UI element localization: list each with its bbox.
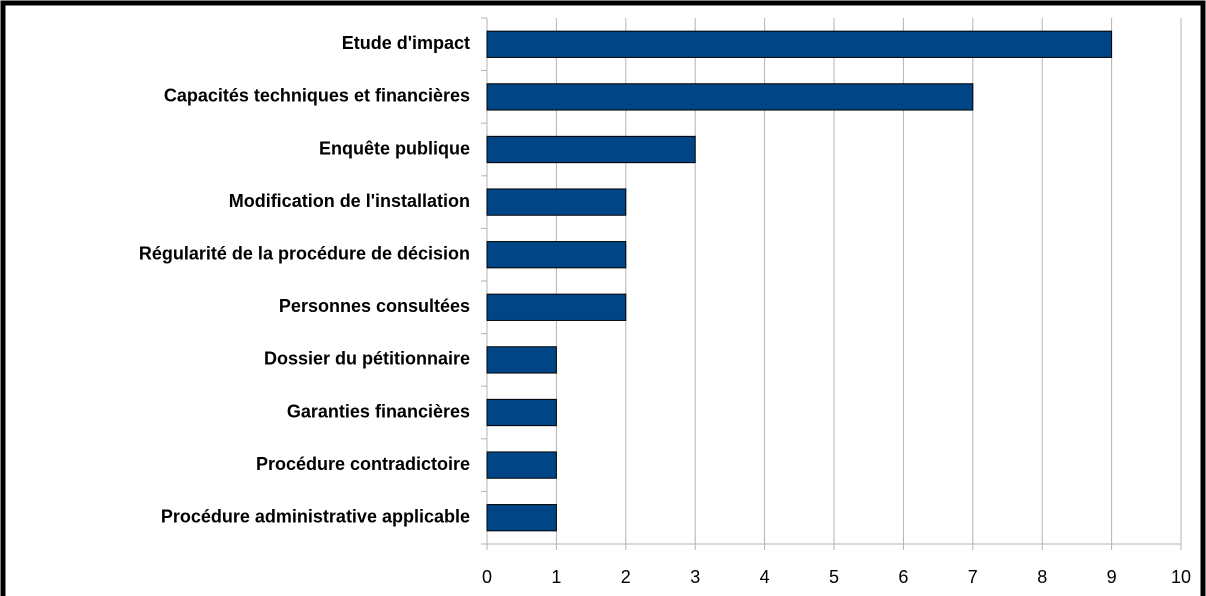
bar [486,451,557,479]
y-tick-label: Modification de l'installation [229,191,470,211]
bar [486,135,696,164]
x-tick-label: 3 [690,567,700,587]
x-tick-label: 5 [829,567,839,587]
x-tick-label: 0 [482,567,492,587]
bar [486,346,557,374]
y-tick-label: Enquête publique [319,138,470,158]
bar [486,241,627,269]
y-tick-label: Dossier du pétitionnaire [264,349,470,369]
x-tick-label: 9 [1107,567,1117,587]
bar [486,398,557,427]
y-tick-label: Procédure contradictoire [256,454,470,474]
x-tick-label: 4 [760,567,770,587]
bar [486,83,974,111]
y-tick-label: Régularité de la procédure de décision [139,243,470,263]
bar [486,293,627,321]
x-tick-label: 6 [898,567,908,587]
bar [486,188,627,216]
bar [486,504,557,532]
x-tick-label: 8 [1037,567,1047,587]
y-tick-label: Capacités techniques et financières [164,86,470,106]
y-tick-label: Garanties financières [287,401,470,421]
y-tick-label: Procédure administrative applicable [161,506,470,526]
y-tick-label: Personnes consultées [279,296,470,316]
x-tick-label: 10 [1171,567,1191,587]
y-tick-label: Etude d'impact [342,33,470,53]
bar [486,30,1113,58]
x-tick-label: 1 [551,567,561,587]
x-tick-label: 2 [621,567,631,587]
x-tick-label: 7 [968,567,978,587]
